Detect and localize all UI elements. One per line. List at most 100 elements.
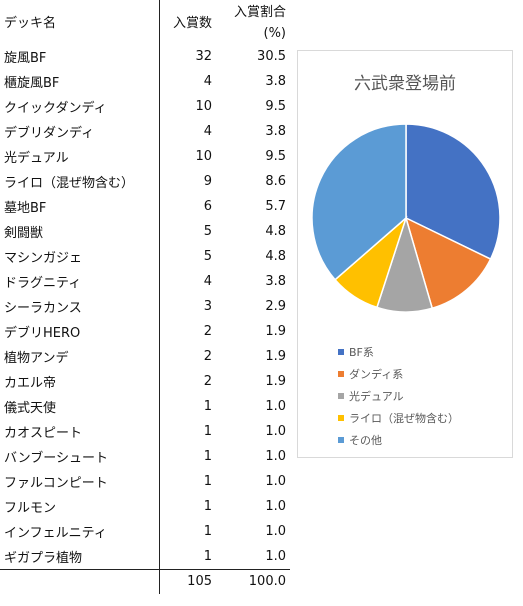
table-row: ファルコンピート 1 1.0 (0, 469, 290, 494)
pie-chart-panel: 六武衆登場前 BF系ダンディ系光デュアルライロ（混ぜ物含む） その他 (297, 50, 513, 458)
cell-name: 剣闘獣 (4, 226, 44, 241)
table-row: 儀式天使 1 1.0 (0, 394, 290, 419)
legend-label: BF系 (349, 346, 374, 359)
legend-item: ライロ（混ぜ物含む） (338, 407, 459, 429)
cell-name: マシンガジェ (4, 251, 83, 266)
cell-name: カエル帝 (4, 376, 57, 391)
legend-swatch (338, 437, 344, 443)
cell-pct: 5.7 (265, 199, 286, 214)
legend-label: その他 (349, 434, 382, 447)
cell-pct: 30.5 (257, 49, 286, 64)
cell-pct: 3.8 (265, 274, 286, 289)
cell-pct: 9.5 (265, 149, 286, 164)
cell-count: 5 (158, 219, 216, 244)
table-row: ギガプラ植物 1 1.0 (0, 544, 290, 570)
table-row: カエル帝 2 1.9 (0, 369, 290, 394)
legend-item: BF系 (338, 341, 459, 363)
total-name (0, 568, 159, 594)
table-row: 剣闘獣 5 4.8 (0, 219, 290, 244)
legend-swatch (338, 371, 344, 377)
cell-name: ファルコンピート (4, 476, 108, 491)
cell-count: 2 (158, 319, 216, 344)
cell-name: 旋風BF (4, 51, 47, 66)
cell-pct: 1.0 (265, 399, 286, 414)
cell-count: 4 (158, 69, 216, 94)
cell-pct: 1.0 (216, 544, 290, 570)
chart-legend: BF系ダンディ系光デュアルライロ（混ぜ物含む） その他 (338, 341, 459, 451)
cell-name: バンブーシュート (4, 451, 109, 466)
table-row: インフェルニティ 1 1.0 (0, 519, 290, 544)
cell-pct: 1.9 (265, 349, 286, 364)
cell-pct: 1.0 (265, 449, 286, 464)
pie-slice-0 (405, 123, 501, 261)
cell-name: カオスピート (4, 426, 83, 441)
cell-count: 4 (158, 269, 216, 294)
total-row: 105 100.0 (0, 568, 290, 594)
cell-count: 1 (158, 519, 216, 544)
cell-count: 1 (158, 444, 216, 469)
table-row: シーラカンス 3 2.9 (0, 294, 290, 319)
cell-name: ドラグニティ (4, 276, 82, 291)
cell-name: 植物アンデ (4, 351, 69, 366)
cell-pct: 1.0 (265, 474, 286, 489)
table-row: ドラグニティ 4 3.8 (0, 269, 290, 294)
cell-name: 墓地BF (4, 201, 47, 216)
cell-count: 1 (158, 419, 216, 444)
cell-count: 10 (158, 144, 216, 169)
cell-pct: 4.8 (265, 224, 286, 239)
cell-count: 1 (158, 494, 216, 519)
cell-name: インフェルニティ (4, 526, 107, 541)
cell-name: 櫃旋風BF (4, 76, 60, 91)
cell-name: フルモン (4, 501, 57, 516)
pie-chart (311, 123, 501, 313)
cell-count: 2 (158, 344, 216, 369)
table-row: フルモン 1 1.0 (0, 494, 290, 519)
cell-pct: 9.5 (265, 99, 286, 114)
cell-pct: 1.0 (265, 524, 286, 539)
legend-swatch (338, 415, 344, 421)
table-row: カオスピート 1 1.0 (0, 419, 290, 444)
table-row: 植物アンデ 2 1.9 (0, 344, 290, 369)
cell-name: デブリHERO (4, 326, 81, 341)
table-row: ライロ（混ぜ物含む） 9 8.6 (0, 169, 290, 194)
chart-title: 六武衆登場前 (354, 74, 456, 94)
cell-pct: 1.9 (265, 374, 286, 389)
cell-count: 1 (158, 469, 216, 494)
table-row: マシンガジェ 5 4.8 (0, 244, 290, 269)
cell-pct: 1.0 (265, 499, 286, 514)
cell-count: 4 (158, 119, 216, 144)
legend-item: ダンディ系 (338, 363, 459, 385)
legend-label: 光デュアル (349, 390, 404, 403)
header-count: 入賞数 (158, 0, 216, 44)
header-deck-name: デッキ名 (4, 16, 57, 31)
cell-count: 2 (158, 369, 216, 394)
cell-name: ギガプラ植物 (0, 544, 159, 570)
table-row: バンブーシュート 1 1.0 (0, 444, 290, 469)
ranking-table: デッキ名 入賞数 入賞割合 (%) 旋風BF 32 30.5 櫃旋風BF 4 3.8 クイッ… (0, 0, 290, 594)
table-header-row: デッキ名 入賞数 入賞割合 (%) (0, 0, 290, 44)
legend-label: ライロ（混ぜ物含む） (349, 412, 459, 425)
cell-pct: 3.8 (265, 124, 286, 139)
header-percentage-line2: (%) (263, 26, 287, 41)
total-pct: 100.0 (216, 568, 290, 594)
table-row: 墓地BF 6 5.7 (0, 194, 290, 219)
pie-slice-1 (404, 216, 492, 310)
cell-count: 6 (158, 194, 216, 219)
cell-count: 3 (158, 294, 216, 319)
cell-pct: 1.9 (265, 324, 286, 339)
table-row: クイックダンディ 10 9.5 (0, 94, 290, 119)
table-row: デブリHERO 2 1.9 (0, 319, 290, 344)
legend-swatch (338, 393, 344, 399)
total-count: 105 (158, 568, 216, 594)
cell-name: 光デュアル (4, 151, 69, 166)
cell-count: 1 (158, 394, 216, 419)
cell-pct: 4.8 (265, 249, 286, 264)
table-row: 光デュアル 10 9.5 (0, 144, 290, 169)
cell-count: 10 (158, 94, 216, 119)
legend-label: ダンディ系 (349, 368, 404, 381)
cell-pct: 3.8 (265, 74, 286, 89)
table-row: デブリダンディ 4 3.8 (0, 119, 290, 144)
cell-pct: 2.9 (265, 299, 286, 314)
cell-count: 5 (158, 244, 216, 269)
legend-item: 光デュアル (338, 385, 459, 407)
